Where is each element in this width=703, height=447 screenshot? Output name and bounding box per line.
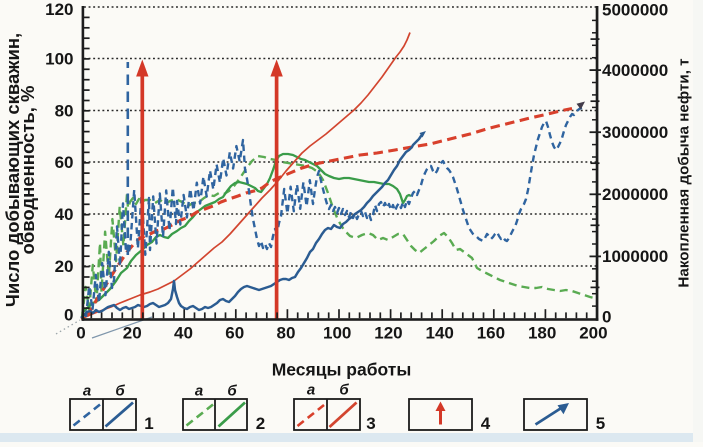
svg-text:20: 20 — [55, 257, 74, 276]
svg-text:б: б — [339, 382, 349, 399]
svg-text:4: 4 — [481, 414, 491, 433]
svg-text:б: б — [227, 383, 237, 400]
svg-text:40: 40 — [174, 324, 193, 343]
svg-text:80: 80 — [55, 102, 74, 121]
svg-text:а: а — [83, 383, 91, 400]
svg-text:20: 20 — [123, 324, 142, 343]
svg-text:100: 100 — [45, 50, 73, 69]
svg-text:140: 140 — [425, 324, 453, 343]
svg-text:60: 60 — [55, 153, 74, 172]
svg-text:200: 200 — [579, 324, 607, 343]
svg-text:60: 60 — [225, 324, 244, 343]
svg-text:180: 180 — [528, 324, 556, 343]
svg-text:120: 120 — [45, 0, 73, 19]
svg-text:3000000: 3000000 — [602, 123, 668, 142]
svg-text:5000000: 5000000 — [602, 1, 668, 20]
svg-text:0: 0 — [76, 324, 85, 343]
svg-text:а: а — [195, 383, 203, 400]
svg-text:2: 2 — [256, 414, 265, 433]
svg-text:5: 5 — [596, 414, 605, 433]
svg-text:0: 0 — [64, 306, 73, 325]
svg-text:100: 100 — [323, 324, 351, 343]
svg-text:а: а — [307, 382, 315, 399]
svg-text:4000000: 4000000 — [602, 61, 668, 80]
svg-text:1: 1 — [144, 414, 153, 433]
svg-text:2000000: 2000000 — [602, 185, 668, 204]
svg-text:3: 3 — [366, 414, 375, 433]
svg-text:обводненность, %: обводненность, % — [17, 86, 38, 255]
svg-text:120: 120 — [374, 324, 402, 343]
svg-text:1000000: 1000000 — [602, 247, 668, 266]
svg-text:160: 160 — [477, 324, 505, 343]
svg-text:Накопленная добыча нефти, т: Накопленная добыча нефти, т — [676, 58, 693, 288]
svg-text:б: б — [115, 383, 125, 400]
svg-text:0: 0 — [602, 308, 611, 327]
svg-text:40: 40 — [55, 205, 74, 224]
svg-text:Число добывающих скважин,: Число добывающих скважин, — [2, 33, 23, 307]
svg-text:Месяцы работы: Месяцы работы — [272, 360, 412, 380]
svg-text:80: 80 — [276, 324, 295, 343]
